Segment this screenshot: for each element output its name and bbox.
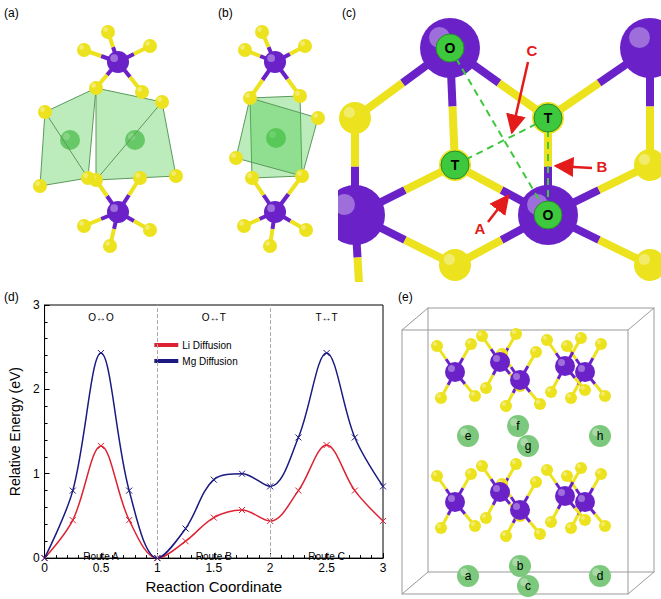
svg-text:Relative Energy (eV): Relative Energy (eV) (7, 367, 23, 496)
svg-text:1: 1 (33, 467, 40, 481)
svg-text:2: 2 (267, 561, 274, 575)
svg-text:c: c (525, 579, 531, 593)
svg-text:O: O (445, 40, 456, 56)
svg-text:Route A: Route A (83, 551, 119, 562)
svg-text:O↔T: O↔T (202, 312, 226, 323)
svg-text:(b): (b) (218, 6, 233, 20)
svg-text:2.5: 2.5 (318, 561, 335, 575)
svg-text:g: g (525, 439, 532, 453)
svg-text:1.5: 1.5 (205, 561, 222, 575)
svg-text:T: T (451, 157, 460, 173)
svg-text:(d): (d) (4, 290, 19, 304)
svg-text:b: b (517, 559, 524, 573)
svg-text:O↔O: O↔O (88, 312, 114, 323)
svg-text:C: C (527, 42, 538, 59)
svg-text:2: 2 (33, 382, 40, 396)
svg-text:Route B: Route B (196, 551, 232, 562)
svg-text:(c): (c) (342, 6, 356, 20)
svg-text:Reaction Coordinate: Reaction Coordinate (145, 578, 282, 595)
svg-text:0.5: 0.5 (93, 561, 110, 575)
svg-text:T↔T: T↔T (315, 312, 337, 323)
svg-text:(a): (a) (4, 6, 19, 20)
svg-text:T: T (544, 110, 553, 126)
svg-text:3: 3 (33, 298, 40, 312)
svg-text:O: O (543, 207, 554, 223)
svg-text:h: h (597, 429, 604, 443)
svg-text:a: a (465, 569, 472, 583)
svg-text:3: 3 (380, 561, 387, 575)
svg-text:e: e (465, 429, 472, 443)
svg-text:Li Diffusion: Li Diffusion (182, 340, 231, 351)
svg-text:Mg Diffusion: Mg Diffusion (182, 356, 237, 367)
svg-text:1: 1 (154, 561, 161, 575)
svg-text:(e): (e) (398, 290, 413, 304)
svg-text:Route C: Route C (308, 551, 345, 562)
svg-text:0: 0 (41, 561, 48, 575)
svg-text:f: f (516, 419, 520, 433)
svg-text:0: 0 (33, 551, 40, 565)
svg-text:A: A (475, 220, 486, 237)
svg-text:d: d (597, 569, 604, 583)
svg-text:B: B (597, 158, 608, 175)
